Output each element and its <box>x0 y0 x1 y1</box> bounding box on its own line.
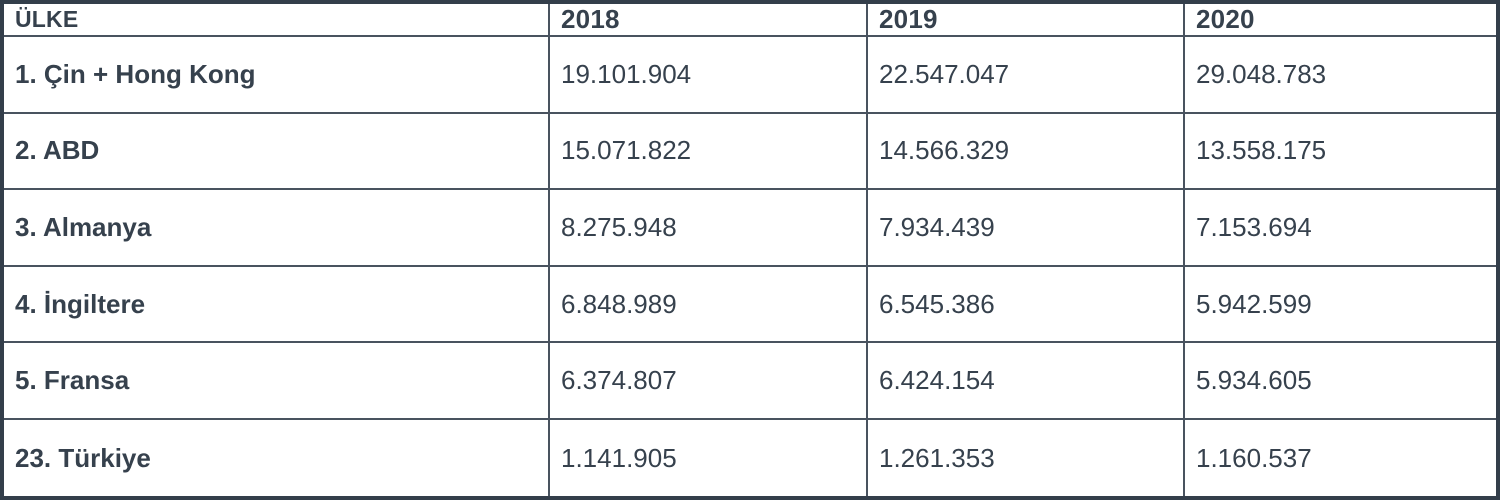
value-cell-2019: 22.547.047 <box>866 35 1185 114</box>
table-row-turkiye: 23. Türkiye 1.141.905 1.261.353 1.160.53… <box>1 418 1499 499</box>
country-cell: 5. Fransa <box>1 341 550 421</box>
value-cell-2018: 6.374.807 <box>548 341 868 421</box>
value-cell-2020: 7.153.694 <box>1183 188 1499 267</box>
table-row-ingiltere: 4. İngiltere 6.848.989 6.545.386 5.942.5… <box>1 264 1499 344</box>
value-cell-2019: 6.545.386 <box>866 264 1185 344</box>
value-cell-2019: 6.424.154 <box>866 341 1185 421</box>
value-cell-2018: 19.101.904 <box>548 35 868 114</box>
country-cell: 1. Çin + Hong Kong <box>1 35 550 114</box>
value-cell-2020: 5.934.605 <box>1183 341 1499 421</box>
column-header-country: ÜLKE <box>1 1 550 37</box>
value-cell-2018: 6.848.989 <box>548 264 868 344</box>
table-row-cin-hong-kong: 1. Çin + Hong Kong 19.101.904 22.547.047… <box>1 35 1499 114</box>
value-cell-2019: 7.934.439 <box>866 188 1185 267</box>
value-cell-2018: 1.141.905 <box>548 418 868 499</box>
value-cell-2020: 29.048.783 <box>1183 35 1499 114</box>
column-header-2019: 2019 <box>866 1 1185 37</box>
table-row-fransa: 5. Fransa 6.374.807 6.424.154 5.934.605 <box>1 341 1499 421</box>
table-row-almanya: 3. Almanya 8.275.948 7.934.439 7.153.694 <box>1 188 1499 267</box>
column-header-2020: 2020 <box>1183 1 1499 37</box>
column-header-2018: 2018 <box>548 1 868 37</box>
value-cell-2019: 1.261.353 <box>866 418 1185 499</box>
value-cell-2018: 8.275.948 <box>548 188 868 267</box>
value-cell-2020: 13.558.175 <box>1183 111 1499 191</box>
value-cell-2019: 14.566.329 <box>866 111 1185 191</box>
value-cell-2018: 15.071.822 <box>548 111 868 191</box>
value-cell-2020: 1.160.537 <box>1183 418 1499 499</box>
country-cell: 4. İngiltere <box>1 264 550 344</box>
country-cell: 23. Türkiye <box>1 418 550 499</box>
value-cell-2020: 5.942.599 <box>1183 264 1499 344</box>
country-cell: 3. Almanya <box>1 188 550 267</box>
country-cell: 2. ABD <box>1 111 550 191</box>
header-row: ÜLKE 2018 2019 2020 <box>1 1 1499 37</box>
table-row-abd: 2. ABD 15.071.822 14.566.329 13.558.175 <box>1 111 1499 191</box>
